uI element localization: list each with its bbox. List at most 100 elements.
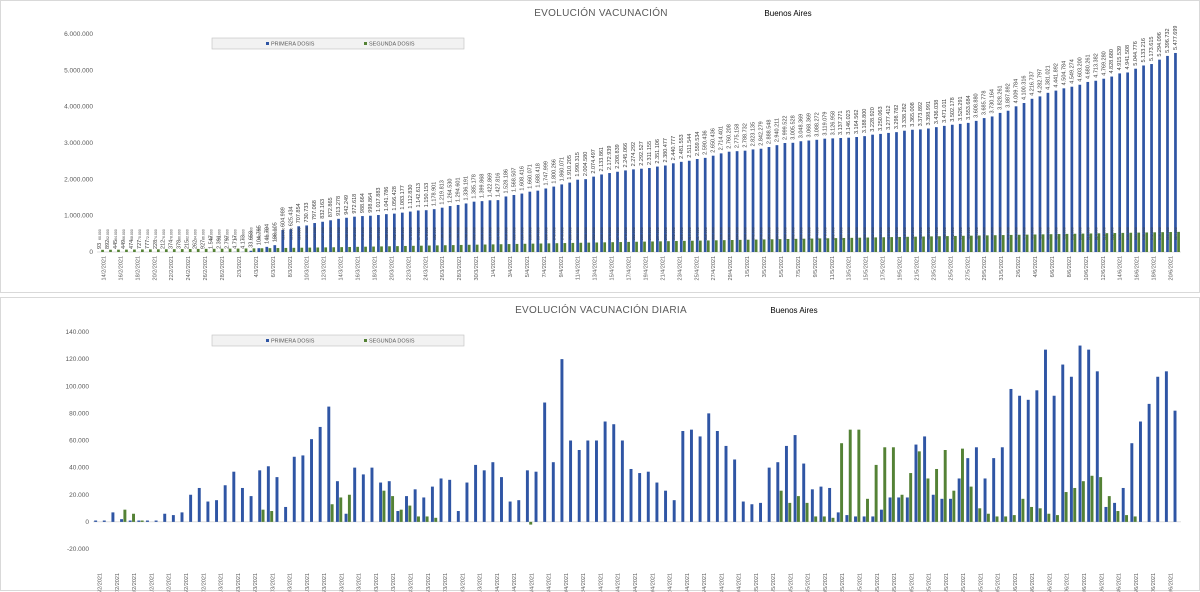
bar-segunda-dosis: [1056, 515, 1059, 522]
bar-segunda-dosis: [952, 491, 955, 522]
data-label-primera: 3.526.291: [958, 96, 964, 120]
data-label-primera: 5.173.615: [1149, 37, 1155, 61]
data-label-segunda: 554.000: [1174, 227, 1178, 240]
x-tick-label: 11/6/2021: [1099, 573, 1105, 592]
bar-primera-dosis: [742, 502, 745, 522]
bar-segunda-dosis: [1004, 516, 1007, 521]
y-tick-label: 2.000.000: [64, 176, 93, 183]
bar-primera-dosis: [267, 466, 270, 522]
x-tick-label: 14/2/2021: [101, 256, 107, 280]
x-tick-label: 16/3/2021: [356, 256, 362, 280]
data-label-segunda: 88.000: [210, 229, 214, 240]
data-label-primera: 4.441.892: [1053, 63, 1059, 87]
data-label-segunda: 186.000: [441, 227, 445, 240]
x-tick-label: 4/5/2021: [771, 573, 777, 592]
data-label-segunda: 534.000: [1134, 227, 1138, 240]
x-tick-label: 6/6/2021: [1050, 256, 1056, 277]
bar-segunda-dosis: [1013, 515, 1016, 522]
bar-primera-dosis: [1070, 377, 1073, 522]
data-label-segunda: 130.000: [329, 227, 333, 240]
x-tick-label: 1/6/2021: [1013, 573, 1019, 592]
data-label-primera: 262: [193, 240, 199, 249]
legend-box: [212, 38, 464, 49]
bar-segunda-dosis: [806, 503, 809, 522]
data-label-segunda: 170.000: [409, 227, 413, 240]
x-tick-label: 21/4/2021: [660, 256, 666, 280]
data-label-primera: 2.842.279: [759, 121, 765, 145]
bar-primera-dosis: [1086, 82, 1089, 252]
data-label-primera: 1.608.416: [519, 166, 525, 190]
data-label-primera: 2.274.292: [631, 142, 637, 166]
data-label-primera: 1.150.153: [424, 183, 430, 207]
data-label-primera: 3.502.178: [950, 97, 956, 121]
bar-segunda-dosis: [417, 516, 420, 521]
x-tick-label: 23/4/2021: [677, 256, 683, 280]
bar-segunda-dosis: [643, 242, 646, 252]
bar-primera-dosis: [828, 488, 831, 522]
bar-primera-dosis: [457, 511, 460, 522]
bar-primera-dosis: [528, 192, 531, 252]
legend-box: [212, 335, 464, 346]
data-label-primera: 1.336.191: [464, 176, 470, 200]
bar-primera-dosis: [1035, 390, 1038, 522]
data-label-segunda: 322.000: [712, 227, 716, 240]
x-tick-label: 18/6/2021: [1152, 256, 1158, 280]
data-label-primera: 1.017.883: [376, 188, 382, 212]
data-label-primera: 2.888.548: [767, 120, 773, 144]
x-tick-label: 17/3/2021: [357, 573, 363, 592]
data-label-segunda: 406.000: [879, 227, 883, 240]
x-tick-label: 26/5/2021: [961, 573, 967, 592]
data-label-primera: 972.618: [352, 194, 358, 214]
data-label-primera: 2.590.436: [703, 130, 709, 154]
data-label-segunda: 234.000: [536, 227, 540, 240]
bar-primera-dosis: [189, 495, 192, 522]
bar-segunda-dosis: [747, 240, 750, 252]
bar-primera-dosis: [552, 462, 555, 522]
x-tick-label: 24/5/2021: [944, 573, 950, 592]
data-label-primera: 2.380.477: [663, 138, 669, 162]
bar-primera-dosis: [120, 519, 123, 522]
bar-segunda-dosis: [901, 495, 904, 522]
data-label-primera: 374: [169, 240, 175, 249]
x-tick-label: 3/5/2021: [762, 256, 768, 277]
data-label-primera: 3.188.800: [862, 109, 868, 133]
x-tick-label: 27/2/2021: [201, 573, 207, 592]
bar-primera-dosis: [379, 483, 382, 522]
bar-segunda-dosis: [428, 246, 431, 252]
data-label-segunda: 68.000: [130, 229, 134, 240]
bar-primera-dosis: [958, 478, 961, 521]
bar-primera-dosis: [1122, 488, 1125, 522]
bar-primera-dosis: [276, 477, 279, 522]
bar-segunda-dosis: [579, 243, 582, 252]
x-tick-label: 19/4/2021: [643, 256, 649, 280]
data-label-segunda: 454.000: [975, 227, 979, 240]
x-tick-label: 22/4/2021: [668, 573, 674, 592]
bar-primera-dosis: [362, 474, 365, 521]
data-label-primera: 1.112.830: [408, 185, 414, 209]
data-label-segunda: 326.000: [720, 227, 724, 240]
data-label-segunda: 510.000: [1086, 227, 1090, 240]
bar-primera-dosis: [560, 184, 563, 252]
bar-segunda-dosis: [348, 247, 351, 252]
x-tick-label: 12/4/2021: [581, 573, 587, 592]
data-label-primera: 2.511.544: [687, 134, 693, 158]
bar-primera-dosis: [863, 516, 866, 521]
data-label-primera: 998.864: [368, 193, 374, 213]
x-tick-label: 12/6/2021: [1101, 256, 1107, 280]
bar-segunda-dosis: [261, 248, 264, 252]
data-label-primera: 1.910.205: [567, 155, 573, 179]
bar-segunda-dosis: [996, 516, 999, 521]
data-label-segunda: 66.000: [122, 229, 126, 240]
x-tick-label: 24/2/2021: [186, 256, 192, 280]
bar-primera-dosis: [932, 495, 935, 522]
data-label-primera: 4.915.539: [1117, 46, 1123, 70]
bar-primera-dosis: [785, 446, 788, 522]
bar-primera-dosis: [1174, 53, 1177, 252]
x-tick-label: 3/6/2021: [1030, 573, 1036, 592]
x-tick-label: 2/4/2021: [495, 573, 501, 592]
bar-segunda-dosis: [434, 518, 437, 522]
data-label-segunda: 354.000: [775, 227, 779, 240]
x-tick-label: 26/3/2021: [440, 256, 446, 280]
bar-segunda-dosis: [404, 246, 407, 252]
bar-segunda-dosis: [1065, 492, 1068, 522]
